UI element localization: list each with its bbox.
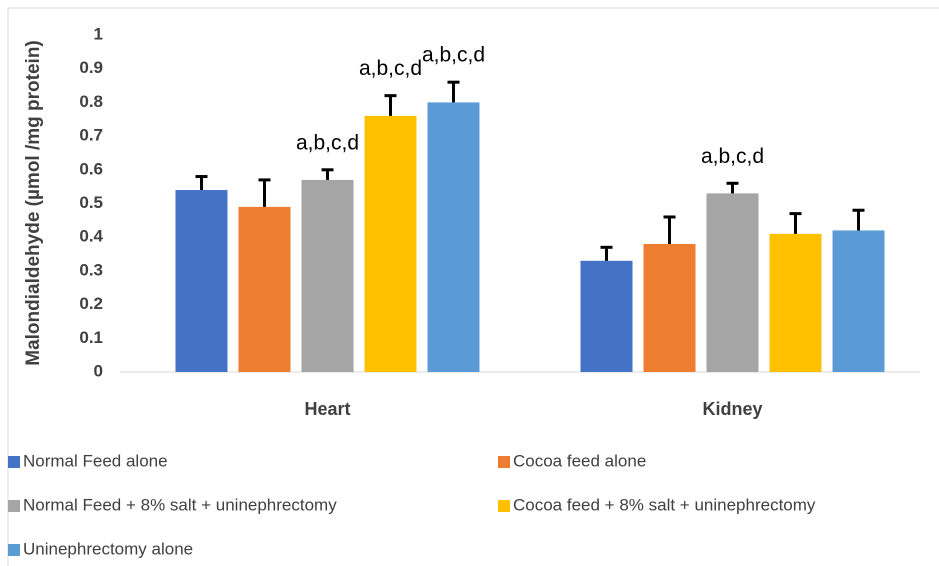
error-bar — [663, 215, 676, 244]
y-tick-label: 0.3 — [79, 260, 103, 279]
bar — [769, 233, 822, 372]
legend-label: Uninephrectomy alone — [23, 539, 193, 558]
y-tick-label: 0.4 — [79, 227, 103, 246]
y-tick-label: 0.7 — [79, 126, 103, 145]
annotation: a,b,c,d — [422, 44, 485, 67]
legend-label: Normal Feed alone — [23, 451, 168, 470]
x-tick-label: Heart — [304, 399, 350, 419]
bar — [301, 179, 354, 372]
y-tick-label: 0.2 — [79, 294, 103, 313]
annotation: a,b,c,d — [701, 145, 764, 168]
error-bar — [384, 94, 397, 116]
y-tick-label: 0.9 — [79, 58, 103, 77]
y-tick-label: 0 — [94, 361, 103, 380]
x-tick-label: Kidney — [702, 399, 762, 419]
error-bar — [789, 212, 802, 234]
legend-swatch — [8, 500, 20, 512]
legend-label: Normal Feed + 8% salt + uninephrectomy — [23, 495, 337, 514]
error-bar — [852, 208, 865, 231]
legend-swatch — [498, 500, 510, 512]
bar — [706, 193, 759, 372]
y-tick-label: 0.6 — [79, 159, 103, 178]
legend-swatch — [498, 456, 510, 468]
y-tick-label: 0.1 — [79, 328, 103, 347]
y-tick-label: 0.8 — [79, 92, 103, 111]
bar — [427, 102, 480, 373]
y-tick-label: 1 — [94, 24, 103, 43]
bar — [580, 260, 633, 372]
bar — [175, 190, 228, 372]
error-bar — [321, 168, 334, 180]
error-bar — [195, 175, 208, 191]
bar — [364, 115, 417, 372]
y-axis-title: Malondialdehyde (µmol /mg protein) — [23, 40, 44, 366]
error-bar — [447, 80, 460, 103]
annotation: a,b,c,d — [359, 57, 422, 80]
y-tick-label: 0.5 — [79, 193, 103, 212]
legend-label: Cocoa feed alone — [513, 451, 646, 470]
legend-label: Cocoa feed + 8% salt + uninephrectomy — [513, 495, 816, 514]
error-bar — [726, 181, 739, 194]
error-bar — [600, 245, 613, 261]
annotation: a,b,c,d — [296, 131, 359, 154]
legend-swatch — [8, 544, 20, 556]
bar — [832, 230, 885, 372]
bar — [238, 206, 291, 372]
bar — [643, 243, 696, 372]
error-bar — [258, 178, 271, 207]
legend-swatch — [8, 456, 20, 468]
